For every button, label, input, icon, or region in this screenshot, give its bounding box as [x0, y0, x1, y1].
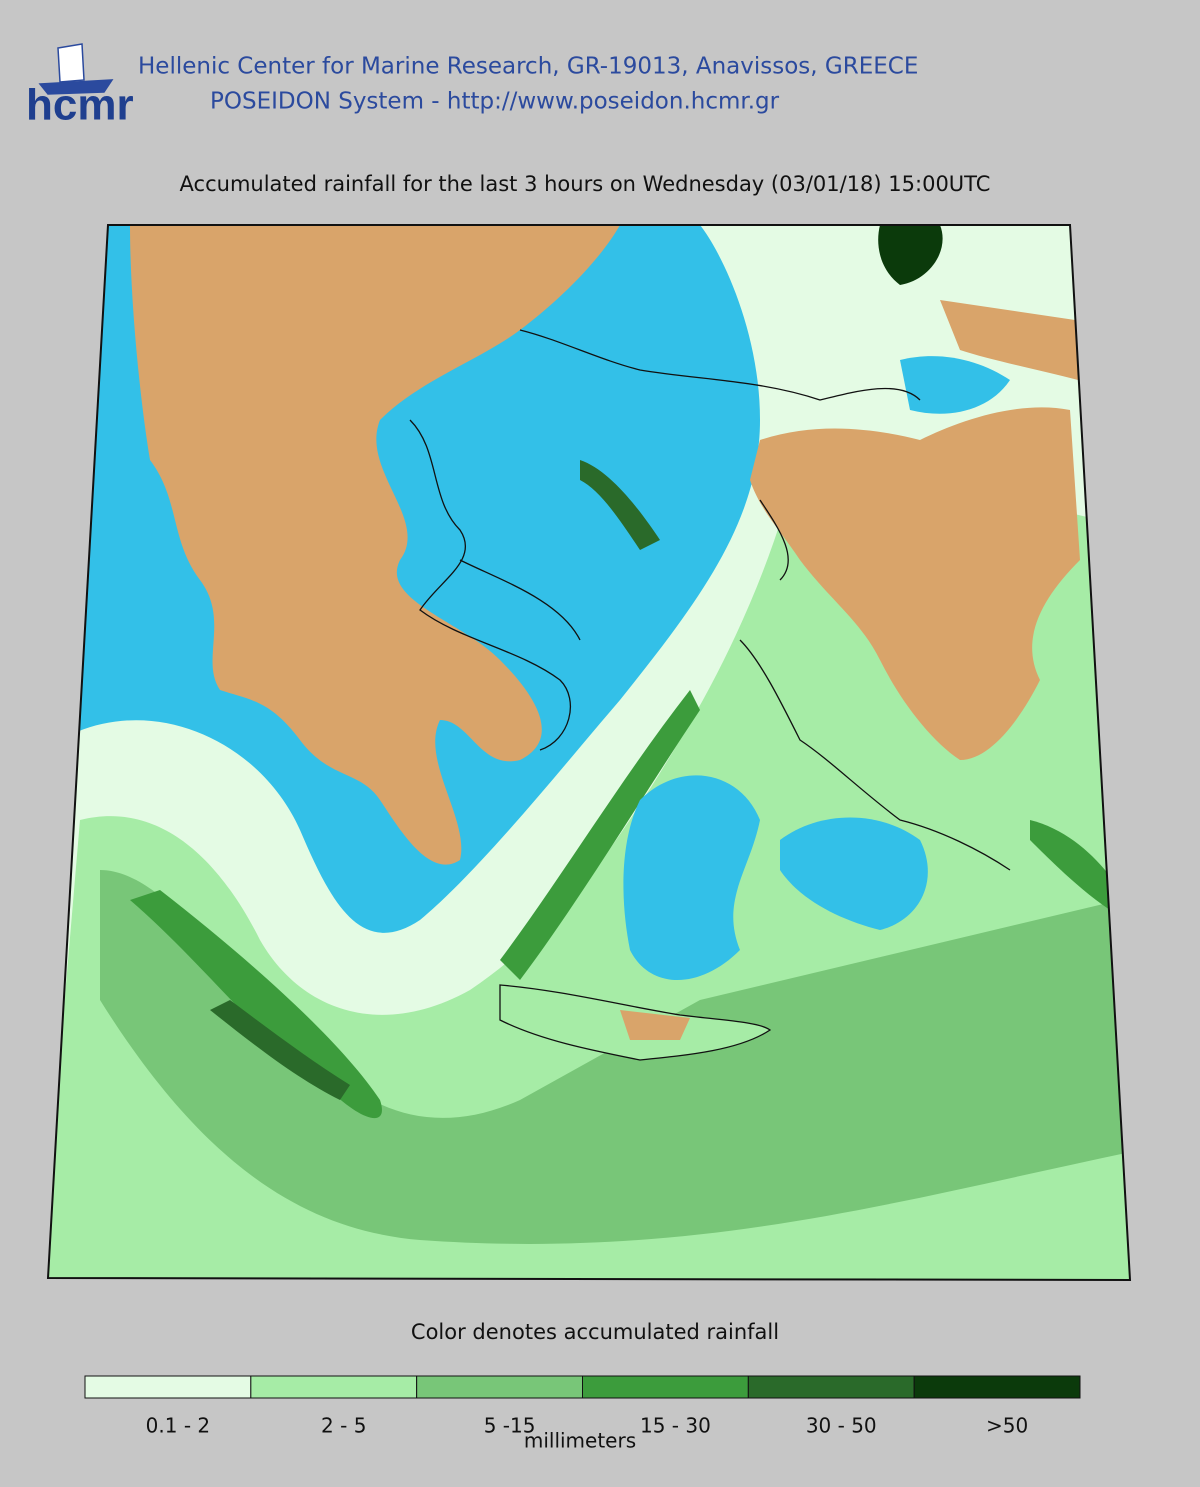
rainfall-map: [48, 225, 1130, 1280]
legend: 0.1 - 2 2 - 5 5 -15 15 - 30 30 - 50 >50: [84, 1375, 1081, 1438]
organization: Hellenic Center for Marine Research, GR-…: [138, 54, 918, 80]
legend-label: 2 - 5: [321, 1414, 366, 1438]
legend-swatch: [913, 1375, 1081, 1399]
legend-swatch: [250, 1375, 418, 1399]
legend-label: >50: [986, 1414, 1028, 1438]
map-title: Accumulated rainfall for the last 3 hour…: [180, 172, 991, 196]
legend-label: 15 - 30: [640, 1414, 711, 1438]
legend-label: 5 -15: [484, 1414, 536, 1438]
legend-label: 30 - 50: [806, 1414, 877, 1438]
legend-caption: Color denotes accumulated rainfall: [411, 1320, 779, 1344]
legend-label: 0.1 - 2: [146, 1414, 210, 1438]
logo-text: hcmr: [26, 81, 134, 130]
legend-unit: millimeters: [524, 1429, 636, 1453]
legend-swatch: [416, 1375, 583, 1399]
map-frame: [46, 224, 1132, 1282]
legend-swatch: [747, 1375, 915, 1399]
legend-swatch: [84, 1375, 252, 1399]
system-url: POSEIDON System - http://www.poseidon.hc…: [210, 89, 780, 115]
legend-swatch: [582, 1375, 749, 1399]
logo-ship: [38, 43, 114, 95]
